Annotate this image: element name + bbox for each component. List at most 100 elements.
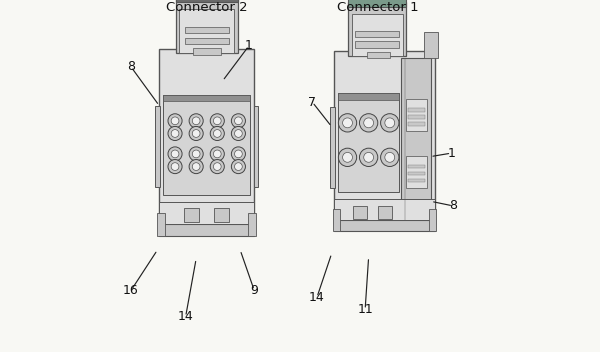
Circle shape (364, 152, 374, 162)
Bar (179, 9, 234, 53)
Bar (367, 52, 390, 58)
Bar (185, 38, 229, 44)
Text: 1: 1 (245, 39, 253, 52)
Text: Connector 1: Connector 1 (337, 1, 418, 14)
Circle shape (189, 114, 203, 128)
Bar (214, 208, 229, 222)
Bar (349, 0, 406, 7)
Circle shape (171, 150, 179, 158)
Bar (332, 209, 340, 231)
Bar (349, 2, 406, 56)
Bar (352, 14, 403, 56)
Bar (406, 156, 427, 188)
Bar (378, 206, 392, 219)
Text: 8: 8 (449, 200, 457, 212)
Bar (159, 202, 254, 224)
Circle shape (343, 152, 352, 162)
Bar (254, 106, 259, 187)
Bar (184, 208, 199, 222)
Circle shape (168, 114, 182, 128)
Circle shape (189, 126, 203, 140)
Bar (407, 108, 425, 112)
Circle shape (210, 114, 224, 128)
Circle shape (192, 130, 200, 137)
Circle shape (210, 147, 224, 161)
Circle shape (235, 150, 242, 158)
Circle shape (210, 126, 224, 140)
Bar (355, 31, 400, 37)
Circle shape (364, 118, 374, 128)
Bar (407, 122, 425, 126)
Bar (157, 213, 165, 236)
Circle shape (385, 152, 395, 162)
Bar (430, 209, 436, 231)
Circle shape (359, 148, 378, 166)
Bar (334, 220, 434, 231)
Circle shape (338, 114, 356, 132)
Bar (193, 48, 221, 55)
Circle shape (189, 147, 203, 161)
Circle shape (214, 130, 221, 137)
Bar (163, 95, 250, 101)
Circle shape (171, 163, 179, 170)
Circle shape (168, 159, 182, 174)
Bar (424, 32, 438, 58)
Text: Connector 2: Connector 2 (166, 1, 248, 14)
Circle shape (192, 117, 200, 125)
Circle shape (189, 159, 203, 174)
Circle shape (359, 114, 378, 132)
Bar (338, 93, 400, 100)
Circle shape (380, 114, 399, 132)
Bar (248, 213, 256, 236)
Bar (334, 51, 434, 224)
Bar (176, 0, 238, 53)
Text: 8: 8 (127, 61, 135, 73)
Bar (355, 41, 400, 48)
Bar (407, 115, 425, 119)
Bar (401, 58, 431, 220)
Bar (163, 95, 250, 195)
Circle shape (235, 130, 242, 137)
Bar (406, 99, 427, 131)
Circle shape (380, 148, 399, 166)
Bar (407, 165, 425, 168)
Circle shape (192, 150, 200, 158)
Circle shape (232, 126, 245, 140)
Circle shape (232, 147, 245, 161)
Bar (176, 0, 238, 2)
Circle shape (338, 148, 356, 166)
Bar (155, 106, 160, 187)
Bar (407, 179, 425, 182)
Circle shape (214, 150, 221, 158)
Bar (159, 49, 254, 225)
Circle shape (210, 159, 224, 174)
Circle shape (235, 117, 242, 125)
Circle shape (343, 118, 352, 128)
Bar (338, 93, 400, 192)
Text: 16: 16 (123, 284, 139, 297)
Circle shape (168, 126, 182, 140)
Circle shape (171, 130, 179, 137)
Bar (405, 58, 406, 220)
Circle shape (192, 163, 200, 170)
Circle shape (385, 118, 395, 128)
Text: 7: 7 (308, 96, 316, 108)
Circle shape (171, 117, 179, 125)
Circle shape (235, 163, 242, 170)
Circle shape (232, 114, 245, 128)
Circle shape (232, 159, 245, 174)
Bar (353, 206, 367, 219)
Bar (159, 224, 254, 236)
Text: 1: 1 (448, 147, 455, 159)
Circle shape (214, 163, 221, 170)
Bar (407, 172, 425, 175)
Text: 11: 11 (357, 303, 373, 316)
Text: 9: 9 (250, 284, 258, 297)
Text: 14: 14 (178, 310, 193, 323)
Circle shape (214, 117, 221, 125)
Text: 14: 14 (309, 291, 325, 304)
Bar (185, 27, 229, 33)
Bar (330, 107, 335, 188)
Bar (334, 199, 434, 220)
Circle shape (168, 147, 182, 161)
